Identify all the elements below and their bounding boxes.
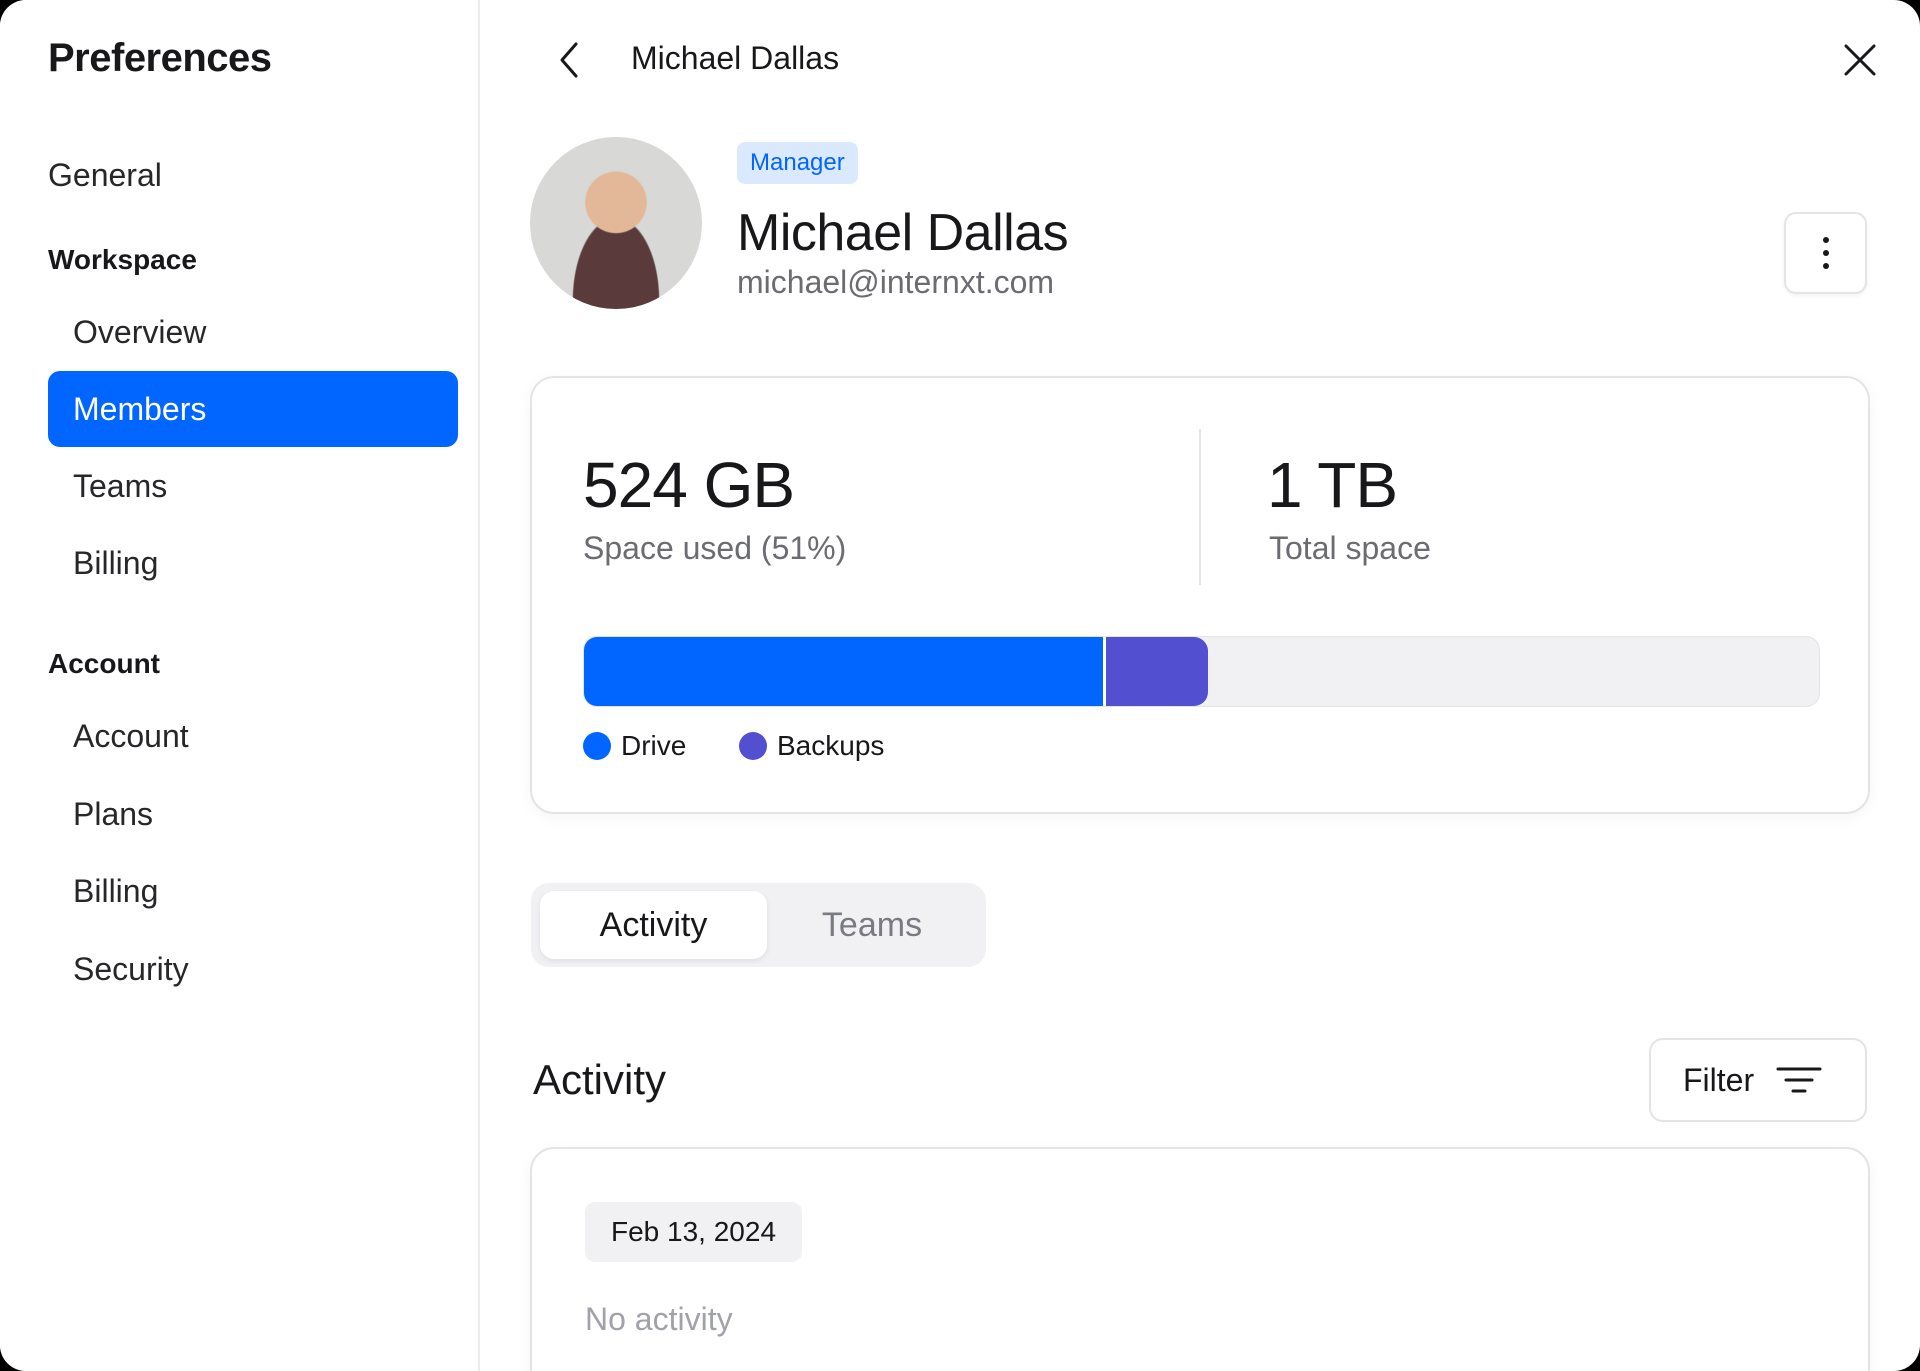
header-title: Michael Dallas: [631, 40, 840, 76]
preferences-title: Preferences: [48, 36, 272, 80]
activity-heading: Activity: [533, 1056, 667, 1103]
account-section-header: Account: [48, 648, 160, 679]
legend-drive: Drive: [583, 730, 686, 762]
sidebar-item-teams[interactable]: Teams: [73, 468, 168, 504]
sidebar-item-account-billing[interactable]: Billing: [73, 873, 159, 909]
bar-segment-drive: [584, 637, 1103, 706]
date-chip: Feb 13, 2024: [585, 1202, 803, 1262]
member-name: Michael Dallas: [737, 204, 1069, 262]
total-space-value: 1 TB: [1267, 449, 1398, 521]
sidebar-item-plans[interactable]: Plans: [73, 796, 154, 832]
more-options-button[interactable]: [1784, 212, 1867, 294]
filter-lines-icon: [1776, 1067, 1822, 1093]
sidebar-item-members[interactable]: Members: [48, 371, 458, 447]
storage-card: 524 GB Space used (51%) 1 TB Total space…: [530, 376, 1870, 814]
space-used-label: Space used (51%): [583, 530, 847, 566]
chevron-left-icon[interactable]: [552, 38, 586, 82]
tab-bar: Activity Teams: [531, 883, 986, 967]
role-badge: Manager: [737, 142, 858, 184]
space-used-value: 524 GB: [583, 449, 795, 521]
legend-drive-label: Drive: [621, 730, 687, 761]
no-activity-text: No activity: [585, 1301, 733, 1337]
sidebar-item-security[interactable]: Security: [73, 951, 189, 987]
member-email: michael@internxt.com: [737, 264, 1055, 300]
backups-dot-icon: [739, 732, 767, 760]
sidebar-item-workspace-billing[interactable]: Billing: [73, 545, 159, 581]
total-space-label: Total space: [1269, 530, 1431, 566]
sidebar-item-account[interactable]: Account: [73, 718, 189, 754]
legend-backups-label: Backups: [777, 730, 885, 761]
close-icon[interactable]: [1840, 40, 1880, 80]
activity-card: Feb 13, 2024 No activity: [530, 1147, 1870, 1371]
sidebar-item-overview[interactable]: Overview: [73, 314, 207, 350]
avatar: [530, 137, 702, 309]
more-vertical-icon: [1822, 237, 1829, 269]
bar-segment-backups: [1102, 637, 1208, 706]
workspace-section-header: Workspace: [48, 244, 197, 275]
sidebar-item-general[interactable]: General: [48, 157, 162, 193]
legend-backups: Backups: [739, 730, 884, 762]
filter-label: Filter: [1683, 1061, 1755, 1098]
filter-button[interactable]: Filter: [1649, 1038, 1867, 1122]
tab-activity[interactable]: Activity: [540, 891, 767, 959]
drive-dot-icon: [583, 732, 611, 760]
stats-divider: [1199, 429, 1201, 585]
tab-teams[interactable]: Teams: [821, 906, 923, 944]
sidebar: Preferences General Workspace Overview M…: [0, 0, 480, 1371]
storage-usage-bar: [583, 636, 1820, 707]
